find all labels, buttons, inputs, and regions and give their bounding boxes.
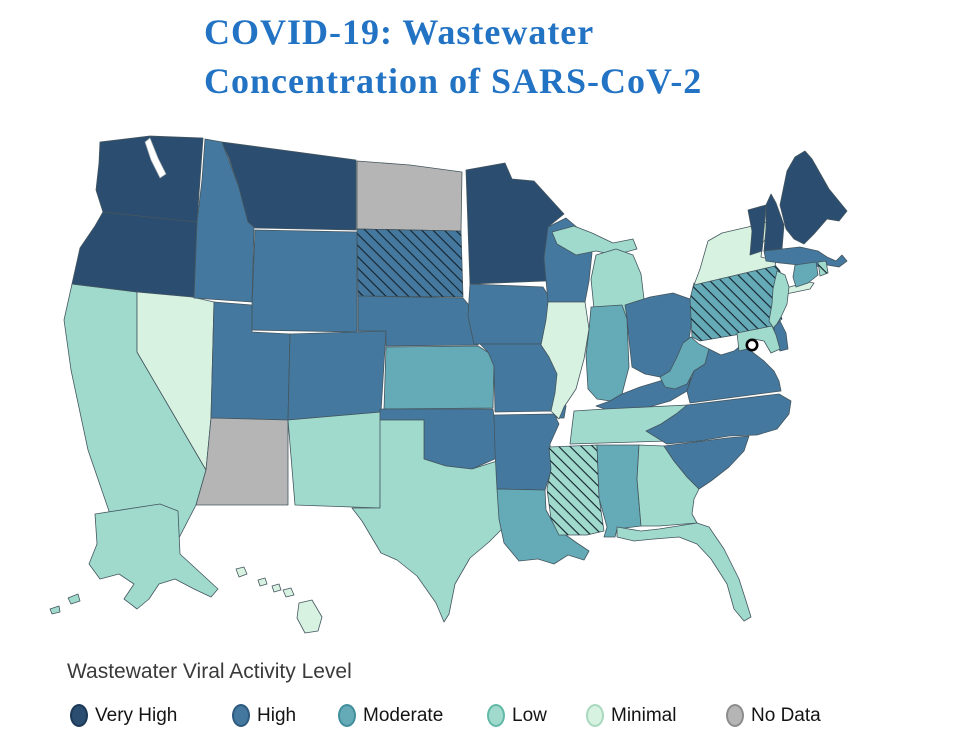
legend-item-no-data: No Data	[726, 704, 821, 727]
legend: Very High High Moderate Low Minimal No Data	[0, 704, 960, 744]
state-ne[interactable]	[357, 295, 482, 347]
state-in[interactable]	[585, 304, 630, 402]
state-mi[interactable]	[551, 225, 638, 256]
state-ri[interactable]	[817, 260, 829, 277]
state-ak[interactable]	[49, 605, 61, 615]
legend-heading: Wastewater Viral Activity Level	[67, 660, 352, 683]
state-hi[interactable]	[271, 583, 282, 593]
state-hi[interactable]	[257, 577, 268, 587]
legend-swatch-icon	[232, 704, 250, 727]
page-title: COVID-19: Wastewater Concentration of SA…	[204, 8, 804, 106]
puget-sound-water	[144, 137, 167, 179]
dc-marker[interactable]	[745, 338, 759, 352]
state-nd[interactable]	[356, 160, 463, 232]
legend-swatch-icon	[338, 704, 356, 727]
legend-label: Low	[512, 704, 547, 726]
state-nh[interactable]	[763, 193, 785, 252]
legend-label: High	[257, 704, 297, 726]
state-fl[interactable]	[616, 522, 752, 622]
state-ak[interactable]	[88, 503, 219, 610]
state-or[interactable]	[71, 211, 198, 299]
state-ia[interactable]	[467, 283, 553, 345]
state-ak[interactable]	[67, 593, 81, 605]
state-mt[interactable]	[221, 141, 357, 231]
state-ms[interactable]	[546, 444, 605, 536]
legend-item-minimal: Minimal	[586, 704, 676, 727]
legend-label: Moderate	[363, 704, 444, 726]
legend-swatch-icon	[70, 704, 88, 727]
state-nm[interactable]	[287, 411, 382, 509]
state-mn[interactable]	[465, 162, 565, 285]
state-az[interactable]	[195, 417, 289, 506]
state-wa[interactable]	[95, 135, 204, 223]
page-title-line1: COVID-19: Wastewater	[204, 12, 595, 52]
state-ks[interactable]	[383, 345, 495, 410]
state-ct[interactable]	[792, 261, 819, 288]
legend-swatch-icon	[726, 704, 744, 727]
state-sc[interactable]	[663, 435, 750, 490]
legend-item-high: High	[232, 704, 296, 727]
state-va[interactable]	[686, 342, 782, 404]
state-me[interactable]	[779, 150, 848, 245]
state-tx[interactable]	[351, 419, 508, 623]
state-co[interactable]	[287, 330, 387, 421]
legend-label: No Data	[751, 704, 821, 726]
state-nc[interactable]	[645, 393, 792, 445]
state-hi[interactable]	[282, 587, 295, 598]
legend-item-moderate: Moderate	[338, 704, 443, 727]
state-hi[interactable]	[235, 566, 248, 578]
page-title-line2: Concentration of SARS-CoV-2	[204, 61, 703, 101]
legend-item-low: Low	[487, 704, 547, 727]
legend-swatch-icon	[487, 704, 505, 727]
legend-label: Minimal	[611, 704, 677, 726]
legend-item-very-high: Very High	[70, 704, 177, 727]
state-hi[interactable]	[296, 599, 323, 634]
legend-swatch-icon	[586, 704, 604, 727]
state-al[interactable]	[596, 444, 642, 538]
state-wy[interactable]	[251, 229, 358, 333]
state-sd[interactable]	[356, 228, 464, 298]
legend-label: Very High	[95, 704, 178, 726]
